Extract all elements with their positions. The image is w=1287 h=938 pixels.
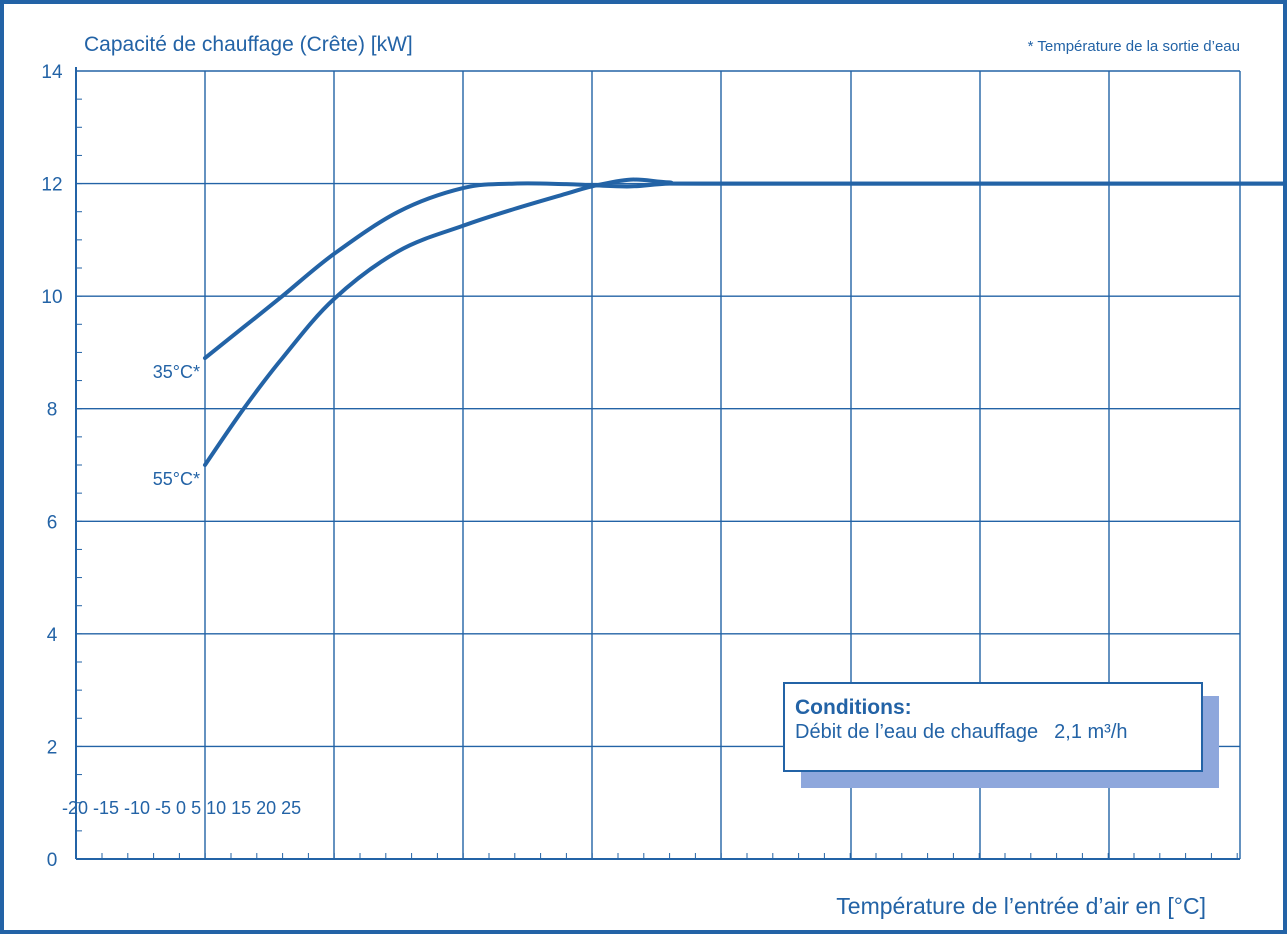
y-tick-label: 12 [41,175,62,196]
x-tick-labels: -20 -15 -10 -5 0 5 10 15 20 25 [62,798,301,818]
y-tick-label: 14 [41,62,63,83]
y-tick-label: 8 [47,400,58,421]
y-tick-label: 2 [47,737,58,758]
y-tick-label: 10 [41,287,62,308]
conditions-box: Conditions: Débit de l’eau de chauffage 2… [783,682,1203,772]
conditions-value: 2,1 m³/h [1054,721,1128,743]
x-axis-label: Température de l’entrée d’air en [°C] [836,893,1206,919]
y-tick-label: 6 [47,512,58,533]
chart-series [203,177,1287,467]
conditions-line: Débit de l’eau de chauffage 2,1 m³/h [795,720,1191,744]
heating-capacity-chart: Capacité de chauffage (Crête) [kW] * Tem… [41,33,1287,919]
conditions-title: Conditions: [795,696,912,719]
series-line-55c [203,177,1287,467]
series-label-55c: 55°C* [153,469,200,489]
series-label-35c: 35°C* [153,362,200,382]
chart-axes [75,67,1240,860]
y-axis-label: Capacité de chauffage (Crête) [kW] [84,33,413,56]
footnote-water-outlet: * Température de la sortie d’eau [1028,38,1240,55]
y-tick-label: 4 [47,625,58,646]
chart-labels: Capacité de chauffage (Crête) [kW] * Tem… [41,33,1240,919]
y-tick-label: 0 [47,850,58,871]
conditions-label: Débit de l’eau de chauffage [795,721,1039,743]
